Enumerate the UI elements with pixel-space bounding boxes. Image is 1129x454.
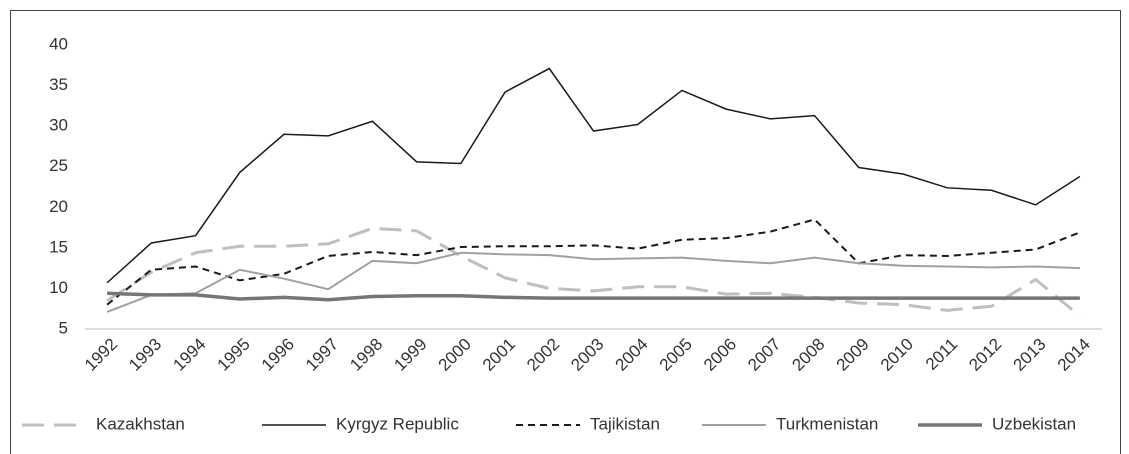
x-tick-label: 1996 [258,335,298,375]
y-tick-label: 40 [49,34,68,53]
x-tick-label: 2014 [1054,335,1094,375]
x-tick-label: 2006 [700,335,740,375]
legend-label: Kazakhstan [96,414,185,433]
x-tick-label: 2012 [965,335,1005,375]
x-tick-label: 2007 [744,335,784,375]
legend-label: Turkmenistan [776,414,878,433]
legend-label: Tajikistan [590,414,660,433]
series-line [106,218,1081,306]
legend-label: Kyrgyz Republic [336,414,459,433]
x-tick-label: 2005 [656,335,696,375]
x-tick-label: 1993 [125,335,165,375]
series-line [106,251,1080,313]
series-line [107,291,1080,302]
x-tick-label: 2002 [523,335,563,375]
series-line [106,226,1081,318]
x-tick-label: 2011 [922,335,961,374]
x-tick-label: 2010 [877,335,917,375]
y-tick-label: 20 [49,197,68,216]
y-tick-label: 25 [49,156,68,175]
x-tick-label: 2008 [788,335,828,375]
y-tick-label: 5 [59,318,68,337]
legend-label: Uzbekistan [992,414,1076,433]
x-tick-label: 1997 [302,335,342,375]
x-tick-label: 1992 [81,335,121,375]
chart-frame [10,10,1121,454]
x-tick-label: 2004 [612,335,652,375]
x-tick-label: 2003 [567,335,607,375]
x-tick-label: 1999 [390,335,430,375]
y-tick-label: 35 [49,75,68,94]
x-tick-label: 2001 [479,335,519,375]
x-tick-label: 1998 [346,335,386,375]
x-tick-label: 1995 [214,335,254,375]
series-line [106,67,1081,284]
x-tick-label: 1994 [169,335,209,375]
x-tick-label: 2000 [435,335,475,375]
y-tick-label: 15 [49,237,68,256]
y-tick-label: 10 [49,278,68,297]
x-tick-label: 2013 [1009,335,1049,375]
x-tick-label: 2009 [833,335,873,375]
y-tick-label: 30 [49,116,68,135]
